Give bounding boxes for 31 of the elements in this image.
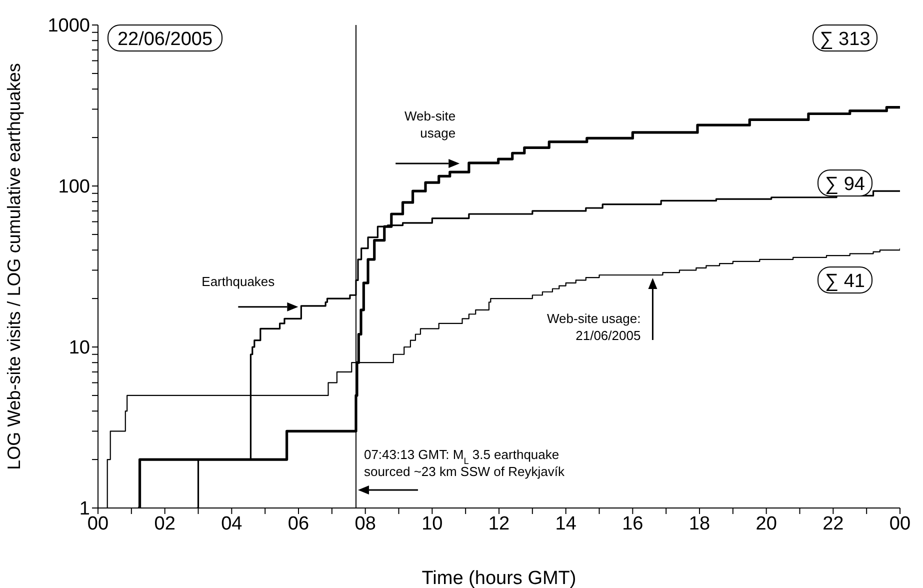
annotation: Web-site usage <box>404 108 456 140</box>
x-axis-title: Time (hours GMT) <box>422 568 576 588</box>
x-tick-label: 10 <box>422 513 443 534</box>
x-tick-label: 12 <box>488 513 510 534</box>
annotation: Earthquakes <box>202 274 276 289</box>
x-tick-label: 18 <box>688 513 710 534</box>
annotation: ∑ 41 <box>825 271 865 292</box>
annotation: ∑ 94 <box>825 174 866 195</box>
x-tick-label: 16 <box>622 513 644 534</box>
annotation: 22/06/2005 <box>117 29 213 50</box>
y-axis-title: LOG Web-site visits / LOG cumulative earthquakes <box>4 63 24 470</box>
y-tick-label: 1 <box>79 498 90 520</box>
x-tick-label: 20 <box>756 513 777 534</box>
annotation: 07:43:13 GMT: M$_{L}$ 3.5 earthquake sourced ~23 km SSW of Reykjavík <box>364 447 565 480</box>
x-tick-label: 08 <box>354 513 376 534</box>
label-box: ∑ 41 <box>818 266 872 294</box>
annotation: Web-site usage: 21/06/2005 <box>547 311 641 344</box>
label-box: ∑ 94 <box>818 170 872 196</box>
annotation: ∑ 313 <box>820 29 870 50</box>
y-tick-label: 100 <box>58 176 90 198</box>
label-box: ∑ 313 <box>812 24 878 52</box>
y-tick-label: 1000 <box>48 16 90 37</box>
label-box: 22/06/2005 <box>108 24 222 52</box>
x-tick-label: 04 <box>221 513 243 534</box>
x-tick-label: 14 <box>555 513 577 534</box>
x-tick-label: 06 <box>288 513 310 534</box>
y-tick-label: 10 <box>68 338 90 359</box>
x-tick-label: 22 <box>822 513 844 534</box>
x-tick-label: 02 <box>154 513 176 534</box>
x-tick-label: 00 <box>889 513 911 534</box>
x-tick-label: 00 <box>87 513 109 534</box>
